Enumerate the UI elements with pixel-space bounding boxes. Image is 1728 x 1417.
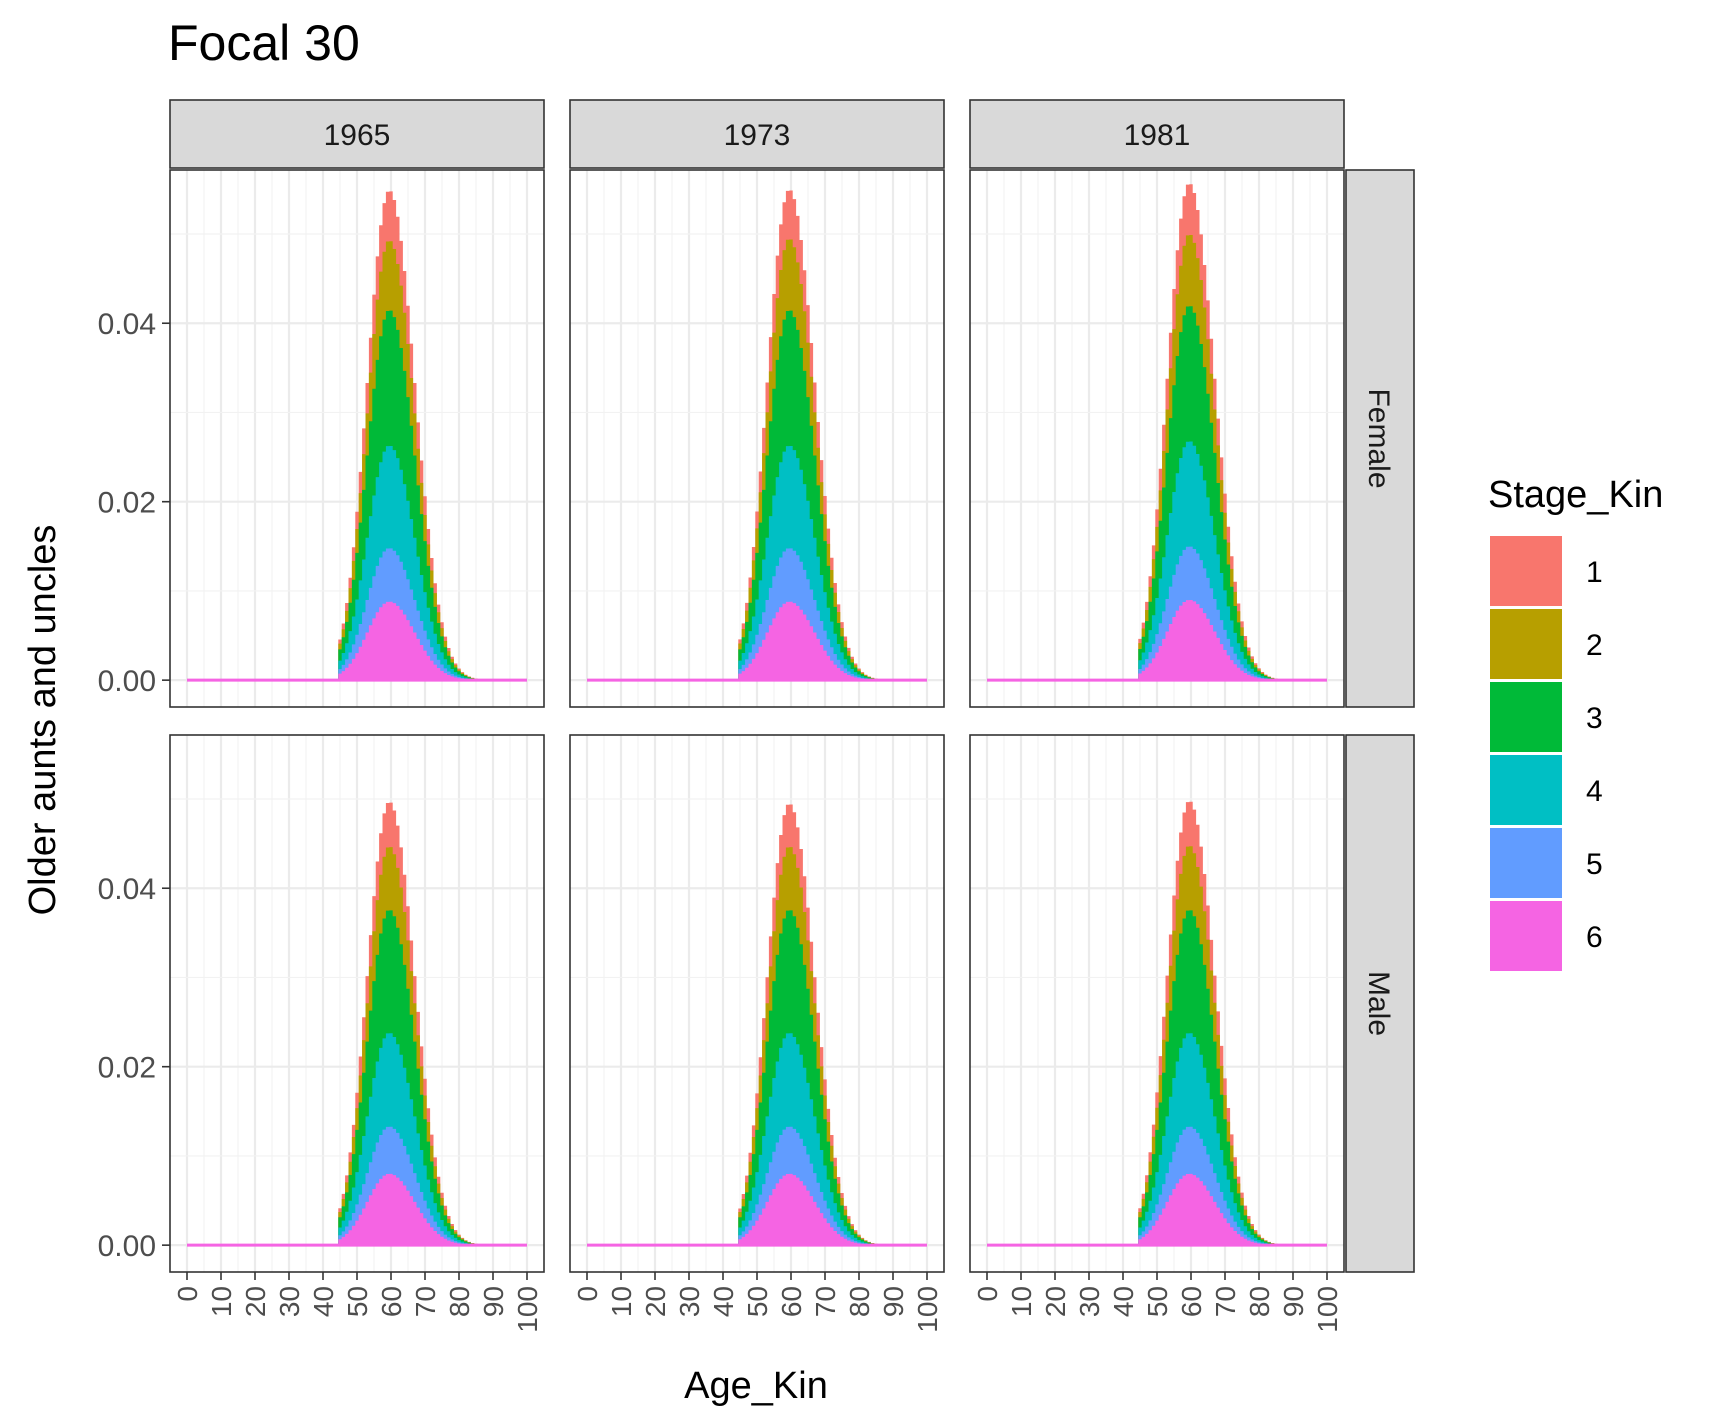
legend-key-4 bbox=[1490, 755, 1562, 825]
y-tick-label: 0.04 bbox=[98, 308, 156, 341]
y-tick-label: 0.04 bbox=[98, 873, 156, 906]
x-tick-label: 100 bbox=[912, 1286, 943, 1333]
x-tick-label: 60 bbox=[1176, 1286, 1207, 1317]
strip-label-1965: 1965 bbox=[324, 119, 391, 152]
x-tick-label: 80 bbox=[444, 1286, 475, 1317]
x-tick-label: 100 bbox=[1312, 1286, 1343, 1333]
x-tick-label: 90 bbox=[478, 1286, 509, 1317]
legend-key-2 bbox=[1490, 609, 1562, 679]
x-tick-label: 30 bbox=[1074, 1286, 1105, 1317]
x-tick-label: 50 bbox=[1142, 1286, 1173, 1317]
x-tick-label: 0 bbox=[572, 1286, 603, 1302]
x-axis-label: Age_Kin bbox=[684, 1365, 828, 1407]
x-tick-label: 0 bbox=[972, 1286, 1003, 1302]
x-tick-label: 100 bbox=[512, 1286, 543, 1333]
area-stage-6 bbox=[187, 601, 527, 681]
x-tick-label: 60 bbox=[776, 1286, 807, 1317]
x-tick-label: 30 bbox=[674, 1286, 705, 1317]
x-tick-label: 20 bbox=[240, 1286, 271, 1317]
legend-label-1: 1 bbox=[1586, 556, 1603, 589]
x-tick-label: 40 bbox=[308, 1286, 339, 1317]
x-tick-label: 80 bbox=[1244, 1286, 1275, 1317]
strip-male bbox=[1345, 734, 1415, 1273]
legend-label-2: 2 bbox=[1586, 629, 1603, 662]
chart-title: Focal 30 bbox=[168, 15, 360, 71]
area-stage-4 bbox=[187, 446, 527, 681]
legend-label-3: 3 bbox=[1586, 702, 1603, 735]
facet-strips: 1965 1973 1981 Female Male bbox=[169, 99, 1415, 1273]
legend-label-5: 5 bbox=[1586, 848, 1603, 881]
x-tick-label: 30 bbox=[274, 1286, 305, 1317]
x-tick-label: 60 bbox=[376, 1286, 407, 1317]
y-axes: 0.00 0.02 0.04 0.00 0.02 0.04 bbox=[98, 308, 170, 1263]
x-tick-label: 90 bbox=[878, 1286, 909, 1317]
y-tick-label: 0.02 bbox=[98, 487, 156, 520]
y-tick-label: 0.02 bbox=[98, 1052, 156, 1085]
x-tick-label: 50 bbox=[342, 1286, 373, 1317]
strip-1981 bbox=[969, 99, 1345, 169]
panel-1981-female bbox=[969, 169, 1345, 708]
panel-border bbox=[569, 169, 945, 708]
strip-label-male: Male bbox=[1362, 971, 1395, 1036]
y-tick-label: 0.00 bbox=[98, 665, 156, 698]
x-tick-label: 50 bbox=[742, 1286, 773, 1317]
legend: Stage_Kin 1 2 3 4 5 6 bbox=[1488, 474, 1663, 971]
strip-1965 bbox=[169, 99, 545, 169]
x-tick-label: 40 bbox=[1108, 1286, 1139, 1317]
strip-label-1973: 1973 bbox=[724, 119, 791, 152]
panel-1973-male bbox=[569, 734, 945, 1273]
area-stage-6 bbox=[587, 601, 927, 681]
legend-title: Stage_Kin bbox=[1488, 474, 1663, 516]
area-stage-6 bbox=[187, 1173, 527, 1246]
panel-border bbox=[969, 169, 1345, 708]
legend-key-1 bbox=[1490, 536, 1562, 606]
panel-border bbox=[169, 169, 545, 708]
area-stage-4 bbox=[587, 1033, 927, 1246]
legend-key-6 bbox=[1490, 901, 1562, 971]
x-tick-label: 0 bbox=[172, 1286, 203, 1302]
area-stage-4 bbox=[587, 446, 927, 681]
x-axes: 0 10 20 30 40 50 60 70 80 90 100 0 10 20 30 40 50 60 70 80 9… bbox=[172, 1272, 1343, 1333]
strip-label-1981: 1981 bbox=[1124, 119, 1191, 152]
legend-key-5 bbox=[1490, 828, 1562, 898]
strip-1973 bbox=[569, 99, 945, 169]
x-tick-label: 90 bbox=[1278, 1286, 1309, 1317]
panel-1981-male bbox=[969, 734, 1345, 1273]
x-tick-label: 40 bbox=[708, 1286, 739, 1317]
x-tick-label: 10 bbox=[1006, 1286, 1037, 1317]
panel-1965-male bbox=[169, 734, 545, 1273]
area-stage-6 bbox=[587, 1173, 927, 1246]
panel-1965-female bbox=[169, 169, 545, 708]
area-stage-6 bbox=[987, 1173, 1327, 1246]
strip-label-female: Female bbox=[1362, 388, 1395, 488]
x-tick-label: 70 bbox=[1210, 1286, 1241, 1317]
x-tick-label: 20 bbox=[1040, 1286, 1071, 1317]
area-stage-4 bbox=[987, 441, 1327, 681]
x-tick-label: 80 bbox=[844, 1286, 875, 1317]
panel-1973-female bbox=[569, 169, 945, 708]
legend-label-4: 4 bbox=[1586, 775, 1603, 808]
x-tick-label: 70 bbox=[810, 1286, 841, 1317]
strip-female bbox=[1345, 169, 1415, 708]
x-tick-label: 70 bbox=[410, 1286, 441, 1317]
x-tick-label: 20 bbox=[640, 1286, 671, 1317]
y-tick-label: 0.00 bbox=[98, 1230, 156, 1263]
area-stage-6 bbox=[987, 600, 1327, 681]
facet-panels bbox=[169, 169, 1345, 1273]
x-tick-label: 10 bbox=[206, 1286, 237, 1317]
area-stage-4 bbox=[187, 1033, 527, 1246]
x-tick-label: 10 bbox=[606, 1286, 637, 1317]
y-axis-label: Older aunts and uncles bbox=[22, 525, 64, 916]
legend-key-3 bbox=[1490, 682, 1562, 752]
area-stage-4 bbox=[987, 1033, 1327, 1246]
legend-label-6: 6 bbox=[1586, 921, 1603, 954]
